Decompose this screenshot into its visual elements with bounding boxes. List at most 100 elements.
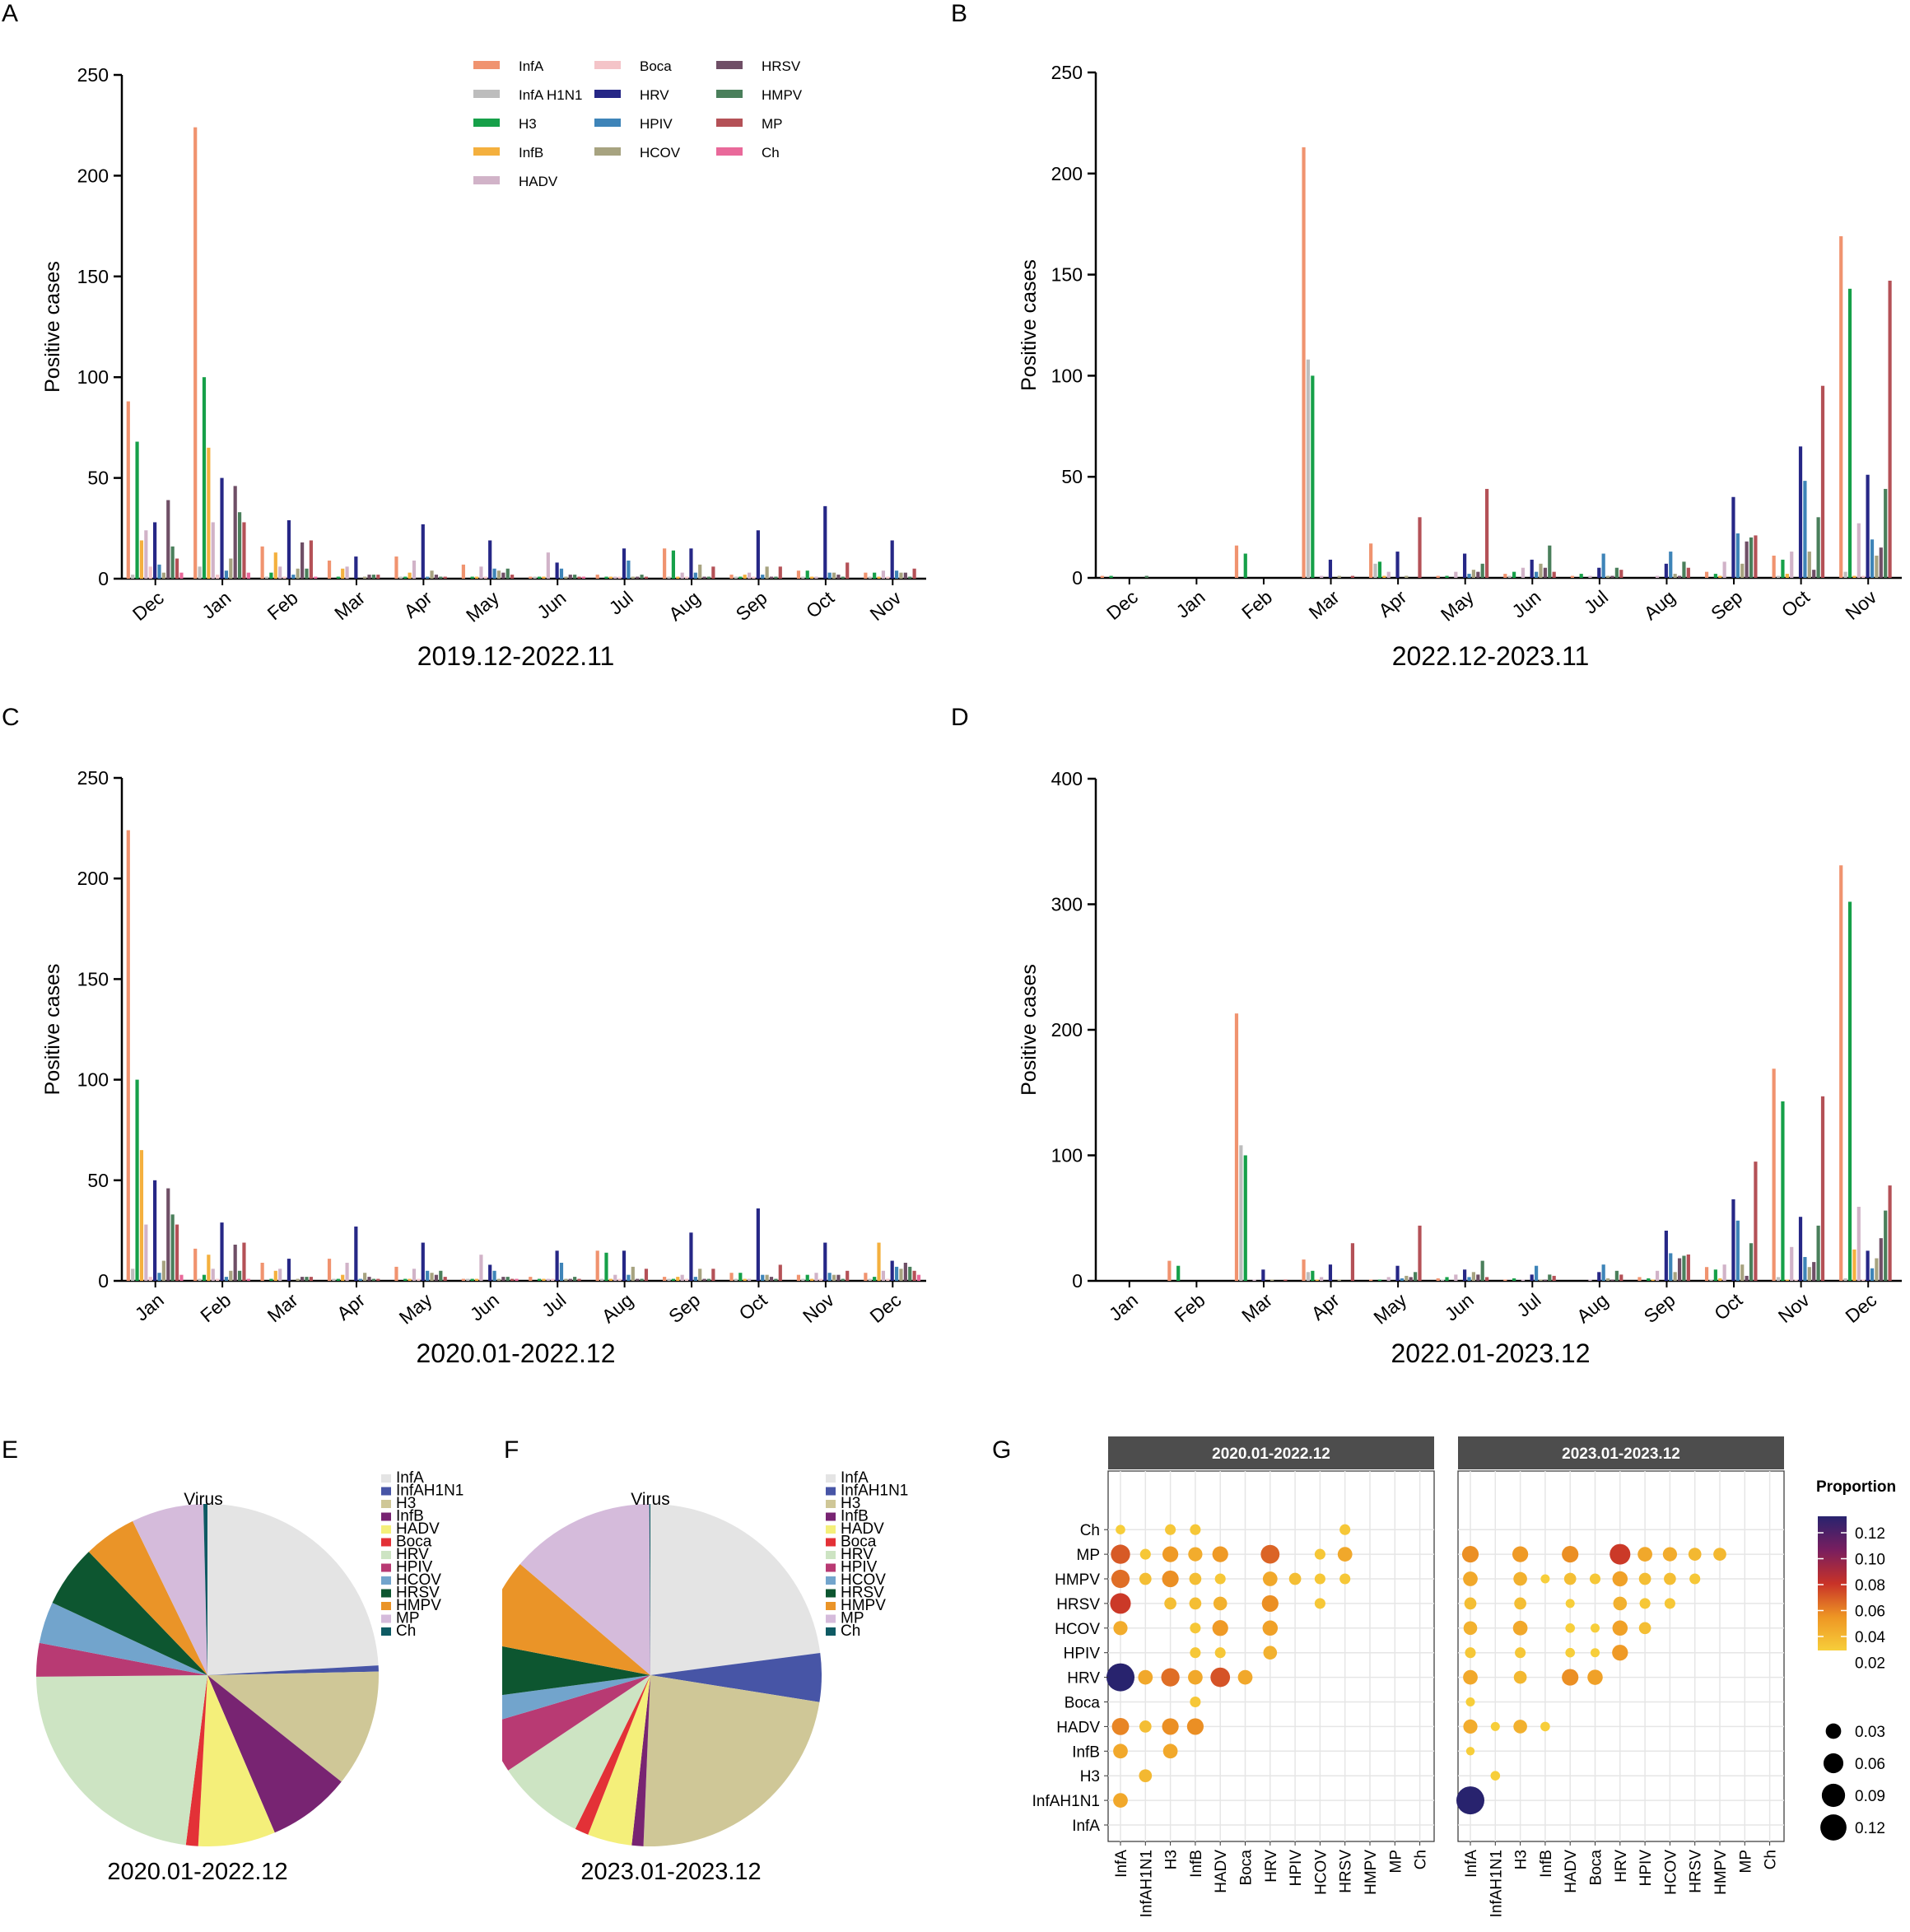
- x-tick-label: Boca: [1588, 1850, 1605, 1886]
- bar-hadv: [680, 1274, 684, 1281]
- bar-hpiv: [1803, 481, 1807, 578]
- bar-hadv: [1856, 1207, 1861, 1281]
- legend-label: H3: [519, 116, 537, 132]
- bubble-point: [1138, 1669, 1153, 1685]
- bar-hcov: [1673, 574, 1677, 578]
- y-tick-label: InfA: [1072, 1818, 1100, 1835]
- bar-infah1n1: [801, 1278, 805, 1281]
- bar-infb: [207, 1255, 211, 1281]
- bar-h3: [135, 1079, 139, 1281]
- bar-hadv: [613, 576, 617, 579]
- y-tick-label: 200: [77, 165, 109, 186]
- bubble-point: [1214, 1647, 1226, 1659]
- x-tick-label: HMPV: [1712, 1850, 1730, 1895]
- legend-label: HRSV: [841, 1585, 884, 1602]
- bar-hmpv: [1480, 563, 1484, 578]
- y-tick-label: 400: [1051, 768, 1083, 789]
- bar-hmpv: [1884, 1210, 1888, 1281]
- bubble-point: [1513, 1571, 1527, 1586]
- bar-hrsv: [166, 1188, 170, 1281]
- bubble-point: [1116, 1525, 1125, 1534]
- y-tick-label: H3: [1080, 1768, 1100, 1785]
- bubble-point: [1162, 1546, 1179, 1562]
- x-tick-label: Ch: [1763, 1850, 1780, 1869]
- x-tick-label: Mar: [1305, 586, 1344, 624]
- bar-infa: [729, 1273, 734, 1281]
- bubble-point: [1463, 1621, 1478, 1636]
- x-tick-label: Oct: [802, 587, 839, 622]
- bar-h3: [1445, 575, 1449, 578]
- legend-swatch: [826, 1538, 836, 1547]
- bar-hpiv: [693, 1277, 697, 1281]
- x-tick-label: Jan: [198, 587, 235, 623]
- x-tick-label: HCOV: [1312, 1850, 1330, 1895]
- legend-label: HRSV: [762, 58, 801, 74]
- bubble-point: [1465, 1647, 1476, 1659]
- pie-slice-hmpv: [502, 1564, 650, 1675]
- bar-hpiv: [1669, 552, 1673, 578]
- x-tick-label: Oct: [1710, 1289, 1747, 1324]
- bar-infah1n1: [264, 576, 269, 579]
- legend-swatch: [381, 1525, 391, 1534]
- bar-hpiv: [1400, 1278, 1405, 1281]
- bar-hpiv: [426, 1270, 430, 1281]
- bar-hrsv: [367, 575, 371, 579]
- bubble-point: [1565, 1647, 1575, 1658]
- bar-hadv: [211, 522, 215, 579]
- bar-mp: [443, 1277, 447, 1281]
- bar-infah1n1: [198, 1278, 202, 1281]
- bubble-point: [1237, 1669, 1253, 1685]
- x-tick-label: MP: [1737, 1850, 1754, 1874]
- pie-slice-hadv: [588, 1675, 650, 1846]
- x-tick-label: Dec: [1102, 586, 1142, 624]
- bar-infa: [529, 1277, 533, 1281]
- bar-hcov: [1405, 1275, 1409, 1281]
- legend-label: HRV: [396, 1546, 429, 1563]
- x-tick-label: HADV: [1563, 1850, 1580, 1893]
- pie-caption: 2020.01-2022.12: [107, 1859, 287, 1885]
- bar-h3: [202, 377, 207, 579]
- bubble-point: [1186, 1718, 1204, 1735]
- bar-hcov: [496, 1278, 501, 1281]
- bubble-point: [1612, 1645, 1628, 1661]
- bar-infa: [1839, 235, 1843, 578]
- panel-letter-c: C: [2, 704, 20, 731]
- bar-h3: [873, 1277, 877, 1281]
- bar-hrv: [823, 505, 827, 579]
- bar-mp: [711, 566, 715, 579]
- bar-hrv: [354, 556, 358, 579]
- bubble-point: [1189, 1572, 1202, 1585]
- x-tick-label: Sep: [732, 587, 771, 625]
- bar-hrv: [1395, 1265, 1400, 1281]
- bar-h3: [269, 1278, 273, 1281]
- bar-infah1n1: [466, 1278, 470, 1281]
- bar-hcov: [296, 568, 300, 579]
- bar-hrv: [622, 548, 627, 579]
- bar-infa: [1570, 575, 1574, 578]
- bar-infa: [663, 1277, 667, 1281]
- bar-hrsv: [1812, 570, 1816, 578]
- bar-infah1n1: [1441, 1279, 1445, 1281]
- bar-hmpv: [237, 1270, 242, 1281]
- pie-slice-hrsv: [502, 1646, 650, 1696]
- x-tick-label: Jul: [605, 587, 637, 619]
- legend-swatch: [826, 1589, 836, 1598]
- x-tick-label: Jun: [1441, 1289, 1478, 1325]
- y-tick-label: 250: [1051, 62, 1083, 83]
- legend-label: InfA: [841, 1469, 869, 1487]
- x-tick-label: H3: [1513, 1850, 1530, 1869]
- bar-infb: [877, 576, 881, 579]
- y-tick-label: 200: [1051, 1019, 1083, 1040]
- legend-label: InfA H1N1: [519, 87, 583, 103]
- bar-hrsv: [568, 1278, 572, 1281]
- bar-hrsv: [1812, 1262, 1816, 1281]
- bar-hcov: [430, 570, 434, 579]
- bar-infa: [1302, 1259, 1306, 1281]
- bar-mp: [1283, 1279, 1288, 1281]
- bar-mp: [1820, 385, 1825, 578]
- y-axis-title: Positive cases: [41, 964, 64, 1096]
- bar-infb: [810, 576, 814, 579]
- bar-hrsv: [1610, 1279, 1614, 1281]
- bar-infa: [1100, 575, 1104, 578]
- bar-hrsv: [903, 572, 907, 579]
